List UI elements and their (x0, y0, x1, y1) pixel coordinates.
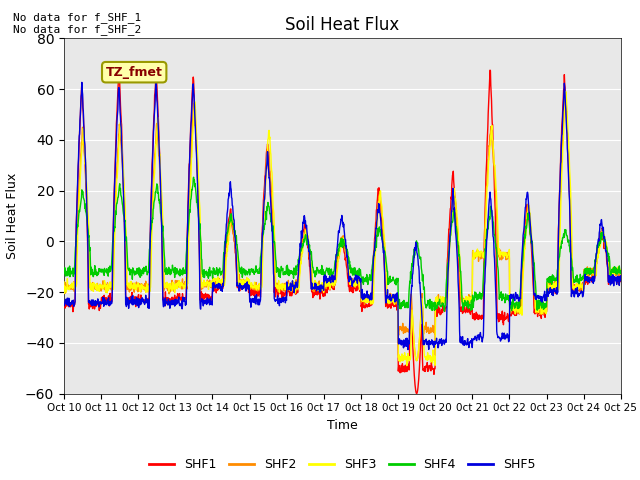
SHF1 (318, 288, 326, 294)
SHF3 (562, 89, 570, 95)
SHF5 (60, 301, 68, 307)
SHF1 (378, 212, 385, 218)
SHF2 (103, 287, 111, 292)
SHF2 (296, 262, 304, 268)
SHF5 (617, 273, 625, 278)
SHF1 (297, 248, 305, 254)
SHF2 (60, 284, 68, 289)
SHF1 (103, 299, 111, 304)
SHF3 (60, 279, 68, 285)
SHF4 (318, 272, 326, 277)
SHF1 (126, 295, 134, 301)
SHF3 (318, 288, 326, 293)
X-axis label: Time: Time (327, 419, 358, 432)
SHF5 (297, 244, 305, 250)
SHF5 (126, 298, 134, 303)
SHF2 (308, 273, 316, 279)
SHF5 (103, 299, 111, 305)
Y-axis label: Soil Heat Flux: Soil Heat Flux (6, 173, 19, 259)
SHF4 (126, 267, 134, 273)
SHF4 (103, 269, 111, 275)
Line: SHF4: SHF4 (64, 177, 621, 311)
Title: Soil Heat Flux: Soil Heat Flux (285, 16, 399, 34)
SHF5 (152, 77, 160, 83)
SHF5 (308, 284, 316, 290)
SHF2 (561, 88, 569, 94)
SHF3 (403, 363, 411, 369)
SHF5 (404, 347, 412, 352)
SHF4 (60, 271, 68, 276)
SHF1 (413, 391, 420, 396)
SHF1 (617, 275, 625, 281)
Line: SHF1: SHF1 (64, 69, 621, 394)
SHF2 (318, 284, 326, 290)
SHF1 (308, 286, 316, 292)
SHF4 (378, 232, 385, 238)
SHF4 (308, 258, 316, 264)
Text: No data for f_SHF_1: No data for f_SHF_1 (13, 12, 141, 23)
SHF3 (377, 197, 385, 203)
SHF3 (126, 282, 134, 288)
SHF2 (377, 204, 385, 210)
SHF5 (318, 285, 326, 290)
SHF4 (190, 174, 198, 180)
Line: SHF2: SHF2 (64, 91, 621, 360)
SHF3 (296, 268, 304, 274)
SHF2 (413, 358, 420, 363)
SHF2 (126, 284, 134, 289)
SHF4 (617, 271, 625, 276)
SHF4 (297, 249, 305, 254)
SHF1 (60, 301, 68, 307)
SHF1 (115, 66, 123, 72)
Line: SHF5: SHF5 (64, 80, 621, 349)
SHF3 (103, 290, 111, 296)
Legend: SHF1, SHF2, SHF3, SHF4, SHF5: SHF1, SHF2, SHF3, SHF4, SHF5 (144, 453, 541, 476)
SHF5 (378, 226, 385, 231)
SHF3 (308, 262, 316, 268)
Text: No data for f_SHF_2: No data for f_SHF_2 (13, 24, 141, 35)
Text: TZ_fmet: TZ_fmet (106, 66, 163, 79)
SHF3 (617, 266, 625, 272)
SHF4 (440, 308, 448, 314)
Line: SHF3: SHF3 (64, 92, 621, 366)
SHF2 (617, 268, 625, 274)
